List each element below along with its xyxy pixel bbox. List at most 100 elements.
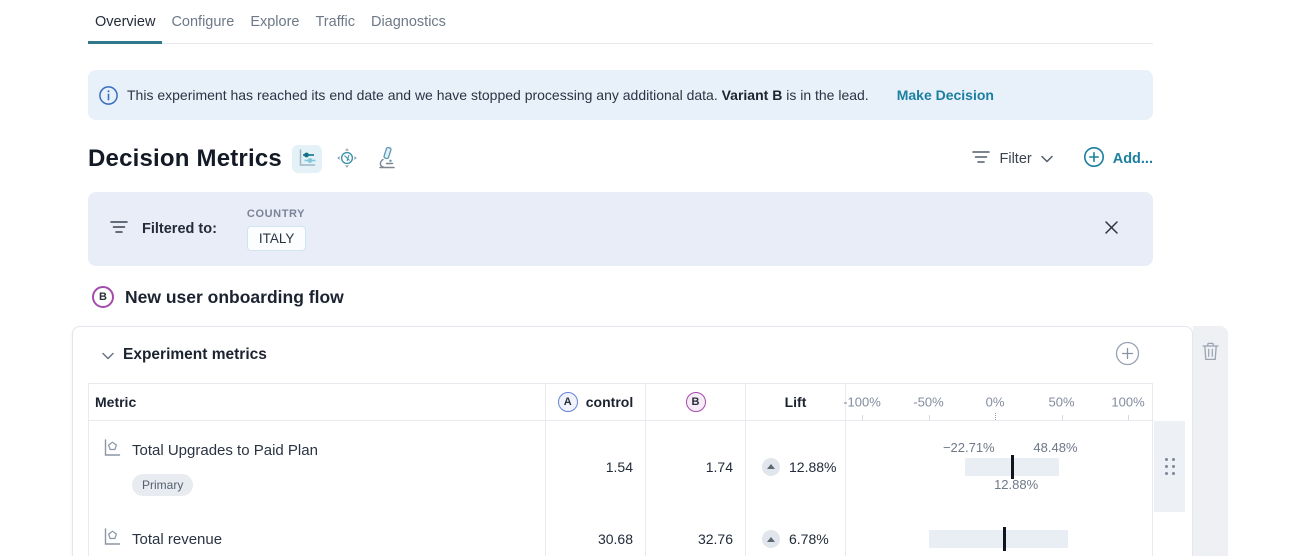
- filter-label: Filter: [999, 151, 1032, 167]
- card-header: Experiment metrics: [73, 327, 1192, 383]
- filter-dropdown[interactable]: Filter: [972, 150, 1053, 168]
- variant-b-badge: B: [685, 392, 706, 412]
- banner-message: This experiment has reached its end date…: [127, 87, 869, 103]
- microscope-icon: [376, 146, 398, 173]
- control-label: control: [585, 394, 634, 410]
- lift-marker-line: [1002, 527, 1006, 551]
- add-metric-button[interactable]: [1115, 341, 1140, 369]
- ci-low-label: −22.71%: [942, 440, 995, 455]
- forest-plot-view-button[interactable]: [291, 145, 322, 173]
- close-icon: [1104, 220, 1119, 238]
- column-header-metric: Metric: [89, 384, 545, 421]
- control-value: 30.68: [545, 512, 645, 556]
- lift-marker-line: [1010, 454, 1014, 479]
- tab-bar: Overview Configure Explore Traffic Diagn…: [88, 0, 1153, 44]
- ci-axis: -100% -50% 0% 50% 100%: [843, 384, 1154, 421]
- clear-filter-button[interactable]: [1100, 216, 1123, 242]
- filter-lines-icon: [972, 150, 991, 168]
- lift-up-icon: [762, 457, 780, 476]
- axis-tick-label: 100%: [1111, 394, 1145, 410]
- tab-diagnostics[interactable]: Diagnostics: [364, 0, 453, 43]
- make-decision-button[interactable]: Make Decision: [896, 87, 994, 103]
- variant-b-badge: B: [92, 286, 114, 308]
- axis-tick-label: 50%: [1048, 394, 1075, 410]
- tab-overview[interactable]: Overview: [88, 0, 163, 44]
- tab-label: Configure: [171, 13, 235, 30]
- tab-label: Overview: [95, 13, 156, 30]
- add-label: Add...: [1112, 151, 1153, 167]
- pan-compass-icon: [335, 146, 359, 173]
- trash-icon: [1201, 342, 1220, 365]
- plus-circle-icon: [1083, 146, 1105, 172]
- page-title: Decision Metrics: [88, 145, 282, 172]
- collapse-section-button[interactable]: [100, 346, 116, 365]
- metrics-table: Metric A control B Lift -100% -50% 0% 50% 10…: [88, 383, 1154, 556]
- microscope-view-button[interactable]: [372, 145, 402, 173]
- filter-property: COUNTRY ITALY: [246, 207, 307, 251]
- add-button[interactable]: Add...: [1083, 146, 1153, 172]
- lift-value: 6.78%: [789, 531, 829, 547]
- axis-tick-mark: [1061, 415, 1063, 420]
- column-header-control: A control: [545, 384, 645, 421]
- axis-tick-mark: [862, 415, 863, 420]
- variant-a-badge: A: [557, 392, 578, 412]
- applied-filter-panel: Filtered to: COUNTRY ITALY: [88, 192, 1153, 266]
- delete-rail: [1193, 326, 1228, 556]
- experiment-ended-banner: This experiment has reached its end date…: [88, 70, 1153, 120]
- drag-dots-icon: [1164, 458, 1175, 475]
- metric-name: Total Upgrades to Paid Plan: [132, 441, 318, 459]
- confidence-interval-bar: [929, 530, 1069, 548]
- metric-chart-icon: [101, 526, 123, 552]
- axis-tick-label: 0%: [985, 394, 1005, 410]
- chevron-down-icon: [102, 348, 114, 363]
- lift-value: 12.88%: [789, 458, 837, 475]
- tab-traffic[interactable]: Traffic: [308, 0, 361, 43]
- experiment-metrics-card: Experiment metrics Metric A control B Li…: [72, 326, 1193, 556]
- view-switcher: [291, 145, 402, 173]
- filter-lines-icon: [110, 220, 128, 239]
- metrics-table-wrap: Metric A control B Lift -100% -50% 0% 50% 10…: [88, 383, 1185, 556]
- variant-title: New user onboarding flow: [125, 286, 344, 307]
- info-icon: [98, 85, 119, 106]
- tab-label: Traffic: [315, 13, 355, 30]
- filtered-to-label: Filtered to:: [142, 221, 217, 237]
- chevron-down-icon: [1040, 151, 1053, 167]
- forest-plot-icon: [296, 147, 318, 172]
- axis-tick-label: -50%: [913, 394, 944, 410]
- metric-chart-icon: [101, 437, 123, 463]
- ci-high-label: 48.48%: [1033, 440, 1078, 455]
- variant-value: 32.76: [645, 512, 745, 556]
- tab-explore[interactable]: Explore: [243, 0, 306, 43]
- confidence-interval-chart: −22.71% 48.48% 12.88%: [845, 421, 1154, 512]
- filter-property-name: COUNTRY: [246, 207, 306, 220]
- row-drag-handle[interactable]: [1154, 421, 1185, 512]
- section-title: Experiment metrics: [123, 346, 267, 363]
- axis-tick-mark: [928, 415, 930, 420]
- variant-value: 1.74: [645, 421, 745, 512]
- axis-tick-mark: [995, 413, 996, 420]
- lift-cell: 6.78%: [745, 512, 845, 556]
- header-tools: Filter Add...: [972, 146, 1153, 172]
- variant-header: B New user onboarding flow: [88, 282, 1153, 312]
- metric-name: Total revenue: [132, 530, 223, 548]
- tab-configure[interactable]: Configure: [164, 0, 241, 43]
- column-header-variant-b: B: [645, 384, 745, 421]
- control-value: 1.54: [545, 421, 645, 512]
- ci-center-label: 12.88%: [994, 477, 1039, 492]
- plus-circle-icon: [1115, 341, 1140, 369]
- lift-cell: 12.88%: [745, 421, 845, 512]
- primary-tag: Primary: [132, 474, 194, 496]
- table-row-metric-name[interactable]: Total Upgrades to Paid Plan Primary: [89, 421, 545, 512]
- axis-tick-mark: [1128, 415, 1129, 420]
- page-header: Decision Metrics: [88, 136, 1153, 182]
- tab-label: Explore: [250, 13, 300, 30]
- explore-view-button[interactable]: [332, 145, 362, 173]
- table-row-metric-name[interactable]: Total revenue: [89, 512, 545, 556]
- lift-up-icon: [762, 530, 780, 548]
- filter-value-chip[interactable]: ITALY: [246, 225, 307, 251]
- confidence-interval-chart: [845, 512, 1154, 556]
- axis-tick-label: -100%: [843, 394, 881, 410]
- delete-metric-button[interactable]: [1201, 341, 1220, 363]
- column-header-lift: Lift: [745, 384, 845, 421]
